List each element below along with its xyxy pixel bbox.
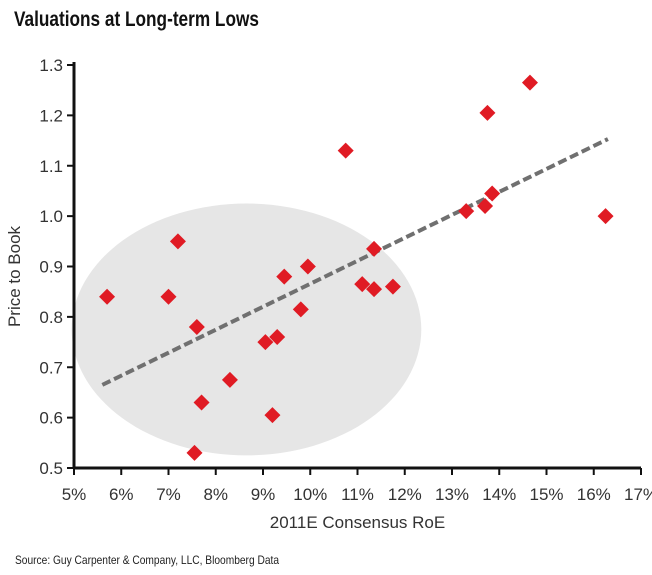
- data-point: [354, 276, 371, 293]
- y-tick-label: 0.5: [39, 459, 63, 478]
- data-point: [484, 185, 501, 202]
- x-tick-label: 15%: [529, 485, 563, 504]
- x-tick-label: 14%: [482, 485, 516, 504]
- data-point: [193, 394, 210, 411]
- data-point: [221, 371, 238, 388]
- data-point: [299, 258, 316, 275]
- x-tick-label: 11%: [341, 485, 374, 504]
- y-tick-label: 0.6: [39, 409, 63, 428]
- data-point: [160, 288, 177, 305]
- y-tick-label: 0.8: [39, 308, 63, 327]
- chart-title: Valuations at Long-term Lows: [14, 8, 259, 31]
- data-point: [384, 278, 401, 295]
- data-point: [477, 198, 494, 215]
- data-point: [458, 203, 475, 220]
- x-tick-label: 16%: [577, 485, 611, 504]
- data-point: [99, 288, 116, 305]
- data-point: [521, 74, 538, 91]
- trend-line: [101, 137, 609, 387]
- x-axis-label: 2011E Consensus RoE: [270, 513, 445, 532]
- y-axis-label: Price to Book: [5, 225, 24, 327]
- data-point: [337, 142, 354, 159]
- data-point: [366, 240, 383, 257]
- data-point: [257, 334, 274, 351]
- data-point: [188, 318, 205, 335]
- x-tick-label: 13%: [435, 485, 469, 504]
- highlight-ellipse: [71, 203, 422, 456]
- data-point: [186, 444, 203, 461]
- x-tick-label: 10%: [293, 485, 327, 504]
- data-point: [597, 208, 614, 225]
- y-tick-label: 0.9: [39, 258, 63, 277]
- x-tick-label: 17%: [624, 485, 652, 504]
- data-point: [169, 233, 186, 250]
- data-point: [366, 281, 383, 298]
- data-point: [264, 407, 281, 424]
- x-tick-label: 6%: [109, 485, 134, 504]
- y-tick-label: 1.3: [39, 56, 63, 75]
- data-point: [479, 104, 496, 121]
- data-point: [292, 301, 309, 318]
- data-point: [276, 268, 293, 285]
- y-tick-label: 1.1: [39, 157, 63, 176]
- y-tick-label: 0.7: [39, 358, 63, 377]
- x-tick-label: 5%: [62, 485, 87, 504]
- x-tick-label: 9%: [251, 485, 276, 504]
- x-tick-label: 8%: [203, 485, 228, 504]
- data-point: [269, 329, 286, 346]
- y-tick-label: 1.0: [39, 207, 63, 226]
- source-note: Source: Guy Carpenter & Company, LLC, Bl…: [15, 553, 280, 567]
- y-tick-label: 1.2: [39, 106, 63, 125]
- x-tick-label: 12%: [388, 485, 422, 504]
- x-tick-label: 7%: [156, 485, 181, 504]
